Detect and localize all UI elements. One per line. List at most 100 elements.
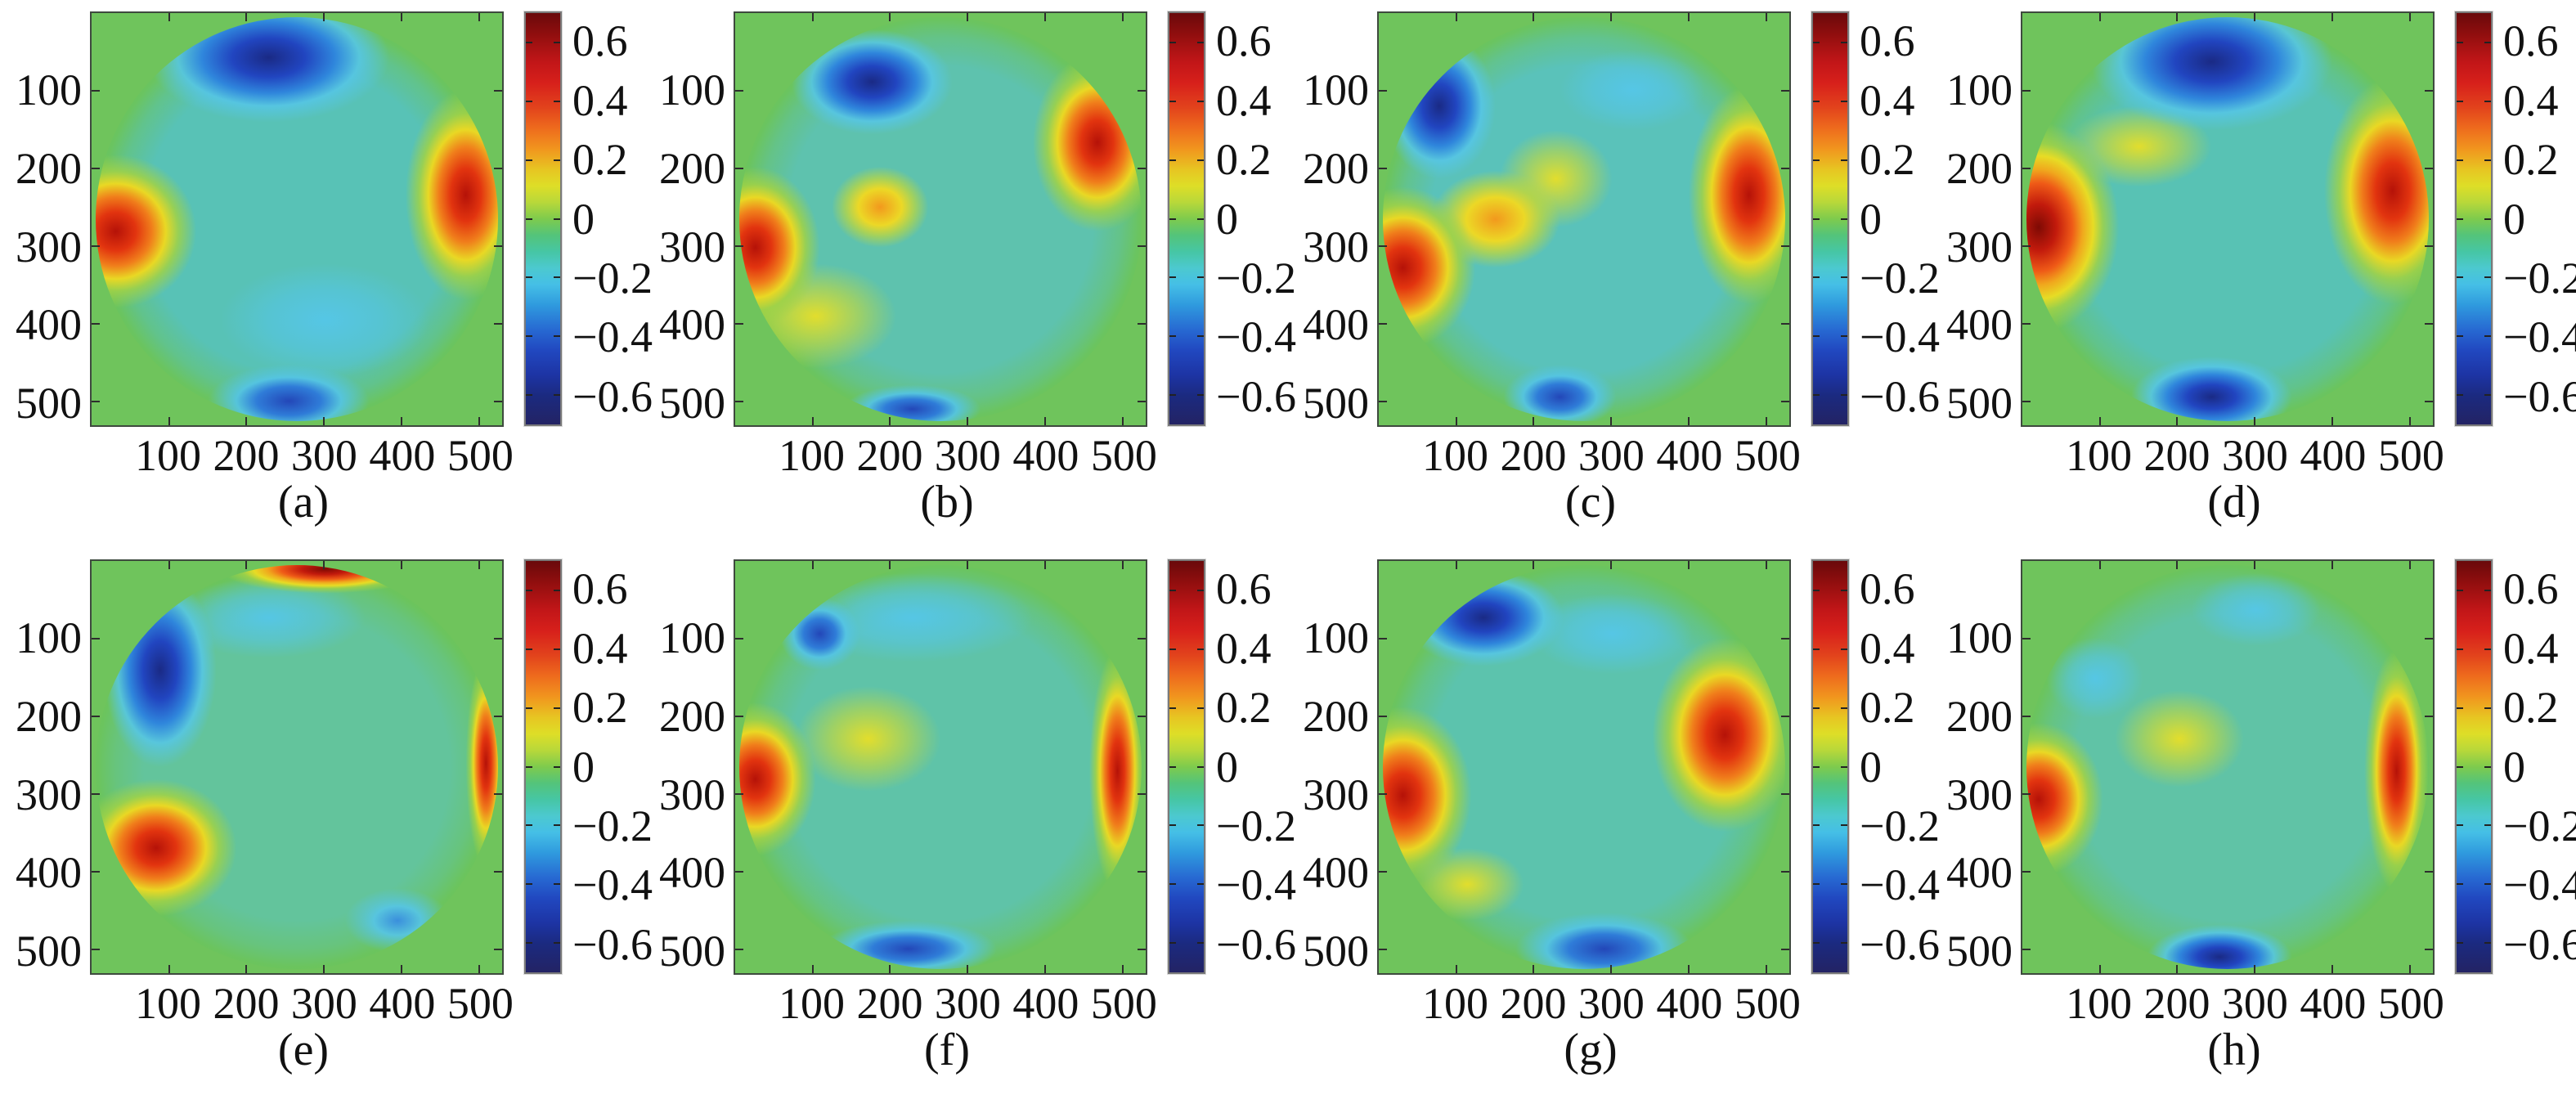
colorbar-tick-mark [1197, 589, 1204, 591]
axis-tick-mark [2425, 716, 2433, 718]
colorbar-tick-label: 0.4 [1860, 623, 1915, 673]
subplot-panel: (b) 100 100 200 200 300 300 400 400 500 500 0.6 0.4… [644, 0, 1296, 548]
x-axis-tick-label: 200 [2143, 979, 2210, 1028]
colorbar-tick-mark [1841, 824, 1847, 827]
colorbar-tick-label: −0.4 [1216, 860, 1296, 910]
axis-tick-mark [1781, 323, 1789, 325]
colorbar [523, 11, 563, 427]
axis-tick-mark [889, 965, 891, 973]
axis-tick-mark [1138, 949, 1146, 951]
axis-tick-mark [2022, 638, 2031, 640]
colorbar-tick-mark [2457, 335, 2463, 338]
colorbar-tick-mark [2484, 707, 2491, 709]
heatmap-disc [1383, 565, 1785, 969]
axis-tick-mark [1765, 561, 1767, 569]
colorbar-tick-label: 0.4 [572, 75, 628, 125]
axis-tick-mark [735, 245, 743, 248]
subplot-panel: (e) 100 100 200 200 300 300 400 400 500 500 0.6 0.4… [0, 548, 653, 1095]
panel-label: (d) [2207, 477, 2261, 527]
axis-tick-mark [168, 561, 170, 569]
colorbar-tick-mark [526, 589, 532, 591]
colorbar-tick-label: 0.2 [2503, 683, 2559, 733]
colorbar-tick-mark [526, 824, 532, 827]
axis-tick-mark [735, 323, 743, 325]
axis-tick-mark [1138, 90, 1146, 92]
colorbar-tick-label: −0.2 [1216, 253, 1296, 303]
colorbar-tick-label: 0.4 [2503, 623, 2559, 673]
y-axis-tick-label: 400 [1303, 300, 1369, 350]
axis-tick-mark [1781, 168, 1789, 170]
axis-tick-mark [2425, 323, 2433, 325]
y-axis-tick-label: 400 [659, 848, 725, 898]
colorbar-tick-label: −0.6 [2503, 371, 2576, 421]
y-axis-tick-label: 500 [1303, 379, 1369, 429]
x-axis-tick-label: 200 [1500, 431, 1567, 480]
axis-tick-mark [1533, 965, 1535, 973]
axis-tick-mark [1138, 716, 1146, 718]
colorbar-tick-mark [1841, 883, 1847, 886]
plot-area [1377, 11, 1791, 427]
axis-tick-mark [2098, 13, 2101, 21]
axis-tick-mark [92, 716, 100, 718]
y-axis-tick-label: 100 [1946, 65, 2013, 114]
colorbar-tick-mark [1197, 394, 1204, 397]
colorbar-tick-mark [554, 218, 560, 220]
colorbar-tick-label: −0.6 [1216, 371, 1296, 421]
axis-tick-mark [1533, 561, 1535, 569]
x-axis-tick-label: 400 [1012, 979, 1079, 1028]
axis-tick-mark [1781, 90, 1789, 92]
colorbar-tick-mark [554, 335, 560, 338]
x-axis-tick-label: 500 [1734, 431, 1801, 480]
colorbar-tick-mark [1841, 218, 1847, 220]
subplot-panel: (f) 100 100 200 200 300 300 400 400 500 500 0.6 0.4… [644, 548, 1296, 1095]
x-axis-tick-label: 400 [2300, 431, 2367, 480]
colorbar-tick-mark [2457, 218, 2463, 220]
colorbar-tick-label: 0.6 [572, 564, 628, 614]
axis-tick-mark [323, 965, 325, 973]
x-axis-tick-label: 400 [1012, 431, 1079, 480]
colorbar-tick-mark [1813, 765, 1820, 768]
colorbar-tick-mark [2484, 276, 2491, 279]
plot-area [734, 559, 1147, 975]
colorbar-tick-label: 0 [2503, 194, 2525, 244]
colorbar-tick-mark [1197, 824, 1204, 827]
colorbar-tick-mark [526, 218, 532, 220]
colorbar-tick-mark [2457, 589, 2463, 591]
y-axis-tick-label: 300 [659, 770, 725, 819]
colorbar-tick-mark [526, 765, 532, 768]
colorbar-tick-mark [1169, 707, 1176, 709]
colorbar-tick-mark [2484, 883, 2491, 886]
axis-tick-mark [2254, 965, 2256, 973]
colorbar-tick-mark [1841, 159, 1847, 161]
y-axis-tick-label: 500 [659, 927, 725, 976]
axis-tick-mark [92, 638, 100, 640]
y-axis-tick-label: 200 [1303, 691, 1369, 741]
y-axis-tick-label: 500 [1946, 379, 2013, 429]
axis-tick-mark [889, 13, 891, 21]
colorbar-tick-mark [1813, 159, 1820, 161]
axis-tick-mark [92, 323, 100, 325]
colorbar-tick-mark [1813, 394, 1820, 397]
axis-tick-mark [1455, 13, 1457, 21]
heatmap-disc [1383, 17, 1785, 421]
panel-label: (g) [1564, 1025, 1618, 1075]
panel-label: (b) [920, 477, 974, 527]
axis-tick-mark [92, 949, 100, 951]
axis-tick-mark [1781, 949, 1789, 951]
colorbar-tick-mark [1197, 218, 1204, 220]
colorbar-tick-label: 0 [2503, 742, 2525, 792]
colorbar-tick-label: 0.6 [1216, 16, 1272, 66]
colorbar-tick-label: 0 [1860, 194, 1882, 244]
x-axis-tick-label: 400 [1656, 431, 1723, 480]
colorbar-tick-label: −0.6 [572, 919, 653, 969]
colorbar-tick-label: 0 [572, 194, 595, 244]
axis-tick-mark [1687, 13, 1690, 21]
y-axis-tick-label: 100 [659, 613, 725, 662]
colorbar-tick-mark [1197, 648, 1204, 650]
axis-tick-mark [735, 793, 743, 796]
colorbar-tick-label: 0.2 [572, 683, 628, 733]
colorbar-tick-mark [526, 883, 532, 886]
colorbar-tick-mark [1841, 394, 1847, 397]
axis-tick-mark [323, 417, 325, 425]
axis-tick-mark [1533, 417, 1535, 425]
